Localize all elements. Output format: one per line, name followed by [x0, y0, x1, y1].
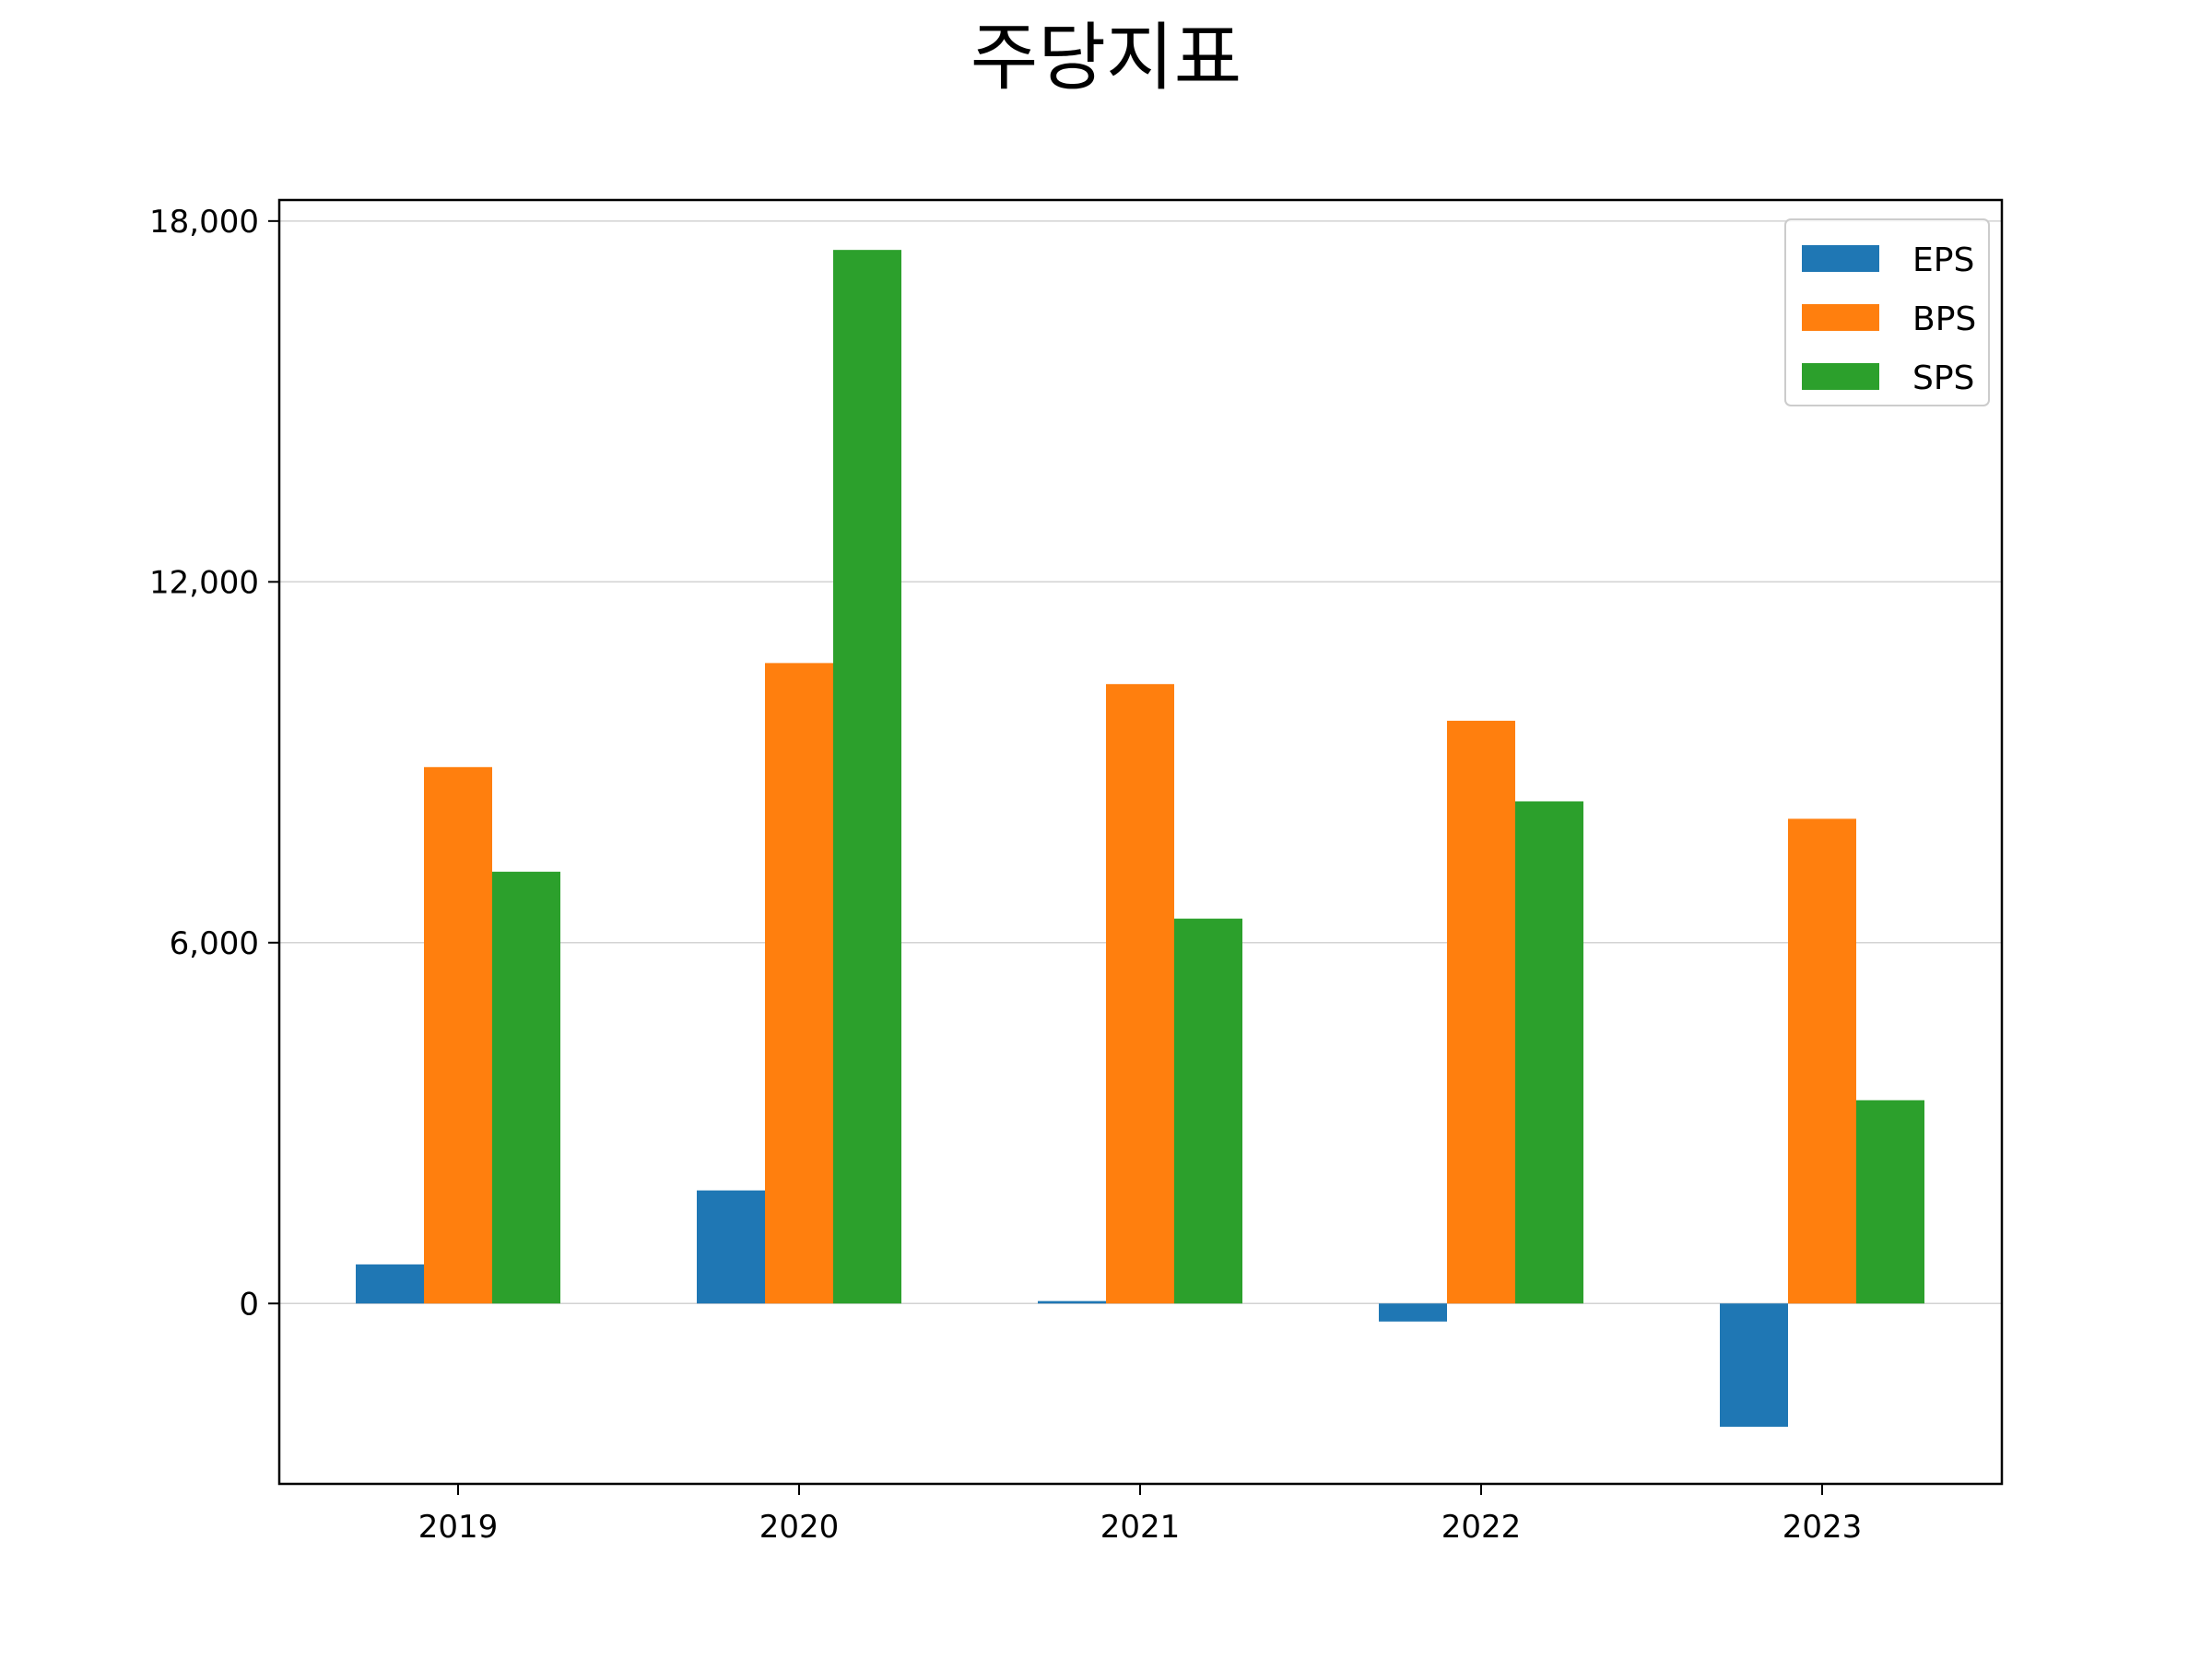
grid-lines	[279, 220, 2002, 1305]
bar-eps-2023	[1720, 1303, 1788, 1428]
legend-label-eps: EPS	[1912, 241, 1974, 279]
bar-eps-2020	[697, 1190, 765, 1304]
bar-sps-2023	[1856, 1100, 1924, 1304]
y-tick-label: 12,000	[149, 564, 259, 601]
chart-title: 주당지표	[971, 15, 1241, 100]
legend-label-bps: BPS	[1912, 300, 1976, 338]
y-tick-label: 18,000	[149, 204, 259, 241]
bar-bps-2021	[1106, 684, 1174, 1304]
legend-swatch-bps	[1802, 304, 1879, 331]
x-axis: 2019 2020 2021 2022 2023	[418, 1484, 1863, 1546]
x-tick-label: 2022	[1441, 1509, 1522, 1546]
x-tick-label: 2023	[1783, 1509, 1863, 1546]
bar-bps-2020	[765, 663, 833, 1304]
bar-sps-2021	[1174, 918, 1242, 1304]
bar-eps-2021	[1038, 1300, 1106, 1304]
x-tick-label: 2021	[1100, 1509, 1181, 1546]
legend-swatch-eps	[1802, 245, 1879, 272]
bar-eps-2019	[356, 1264, 424, 1304]
bars	[356, 250, 1924, 1428]
bar-eps-2022	[1379, 1303, 1447, 1322]
legend-swatch-sps	[1802, 363, 1879, 390]
x-tick-label: 2020	[759, 1509, 840, 1546]
bar-bps-2023	[1788, 818, 1856, 1304]
bar-bps-2019	[424, 767, 492, 1304]
bar-bps-2022	[1447, 721, 1515, 1304]
legend-label-sps: SPS	[1912, 359, 1974, 397]
bar-sps-2019	[492, 871, 560, 1304]
y-tick-label: 6,000	[170, 925, 259, 962]
y-tick-label: 0	[239, 1286, 259, 1323]
bar-sps-2022	[1515, 801, 1583, 1304]
bar-sps-2020	[833, 250, 901, 1304]
legend: EPS BPS SPS	[1784, 218, 1990, 406]
y-axis: 0 6,000 12,000 18,000	[149, 204, 279, 1323]
x-tick-label: 2019	[418, 1509, 499, 1546]
